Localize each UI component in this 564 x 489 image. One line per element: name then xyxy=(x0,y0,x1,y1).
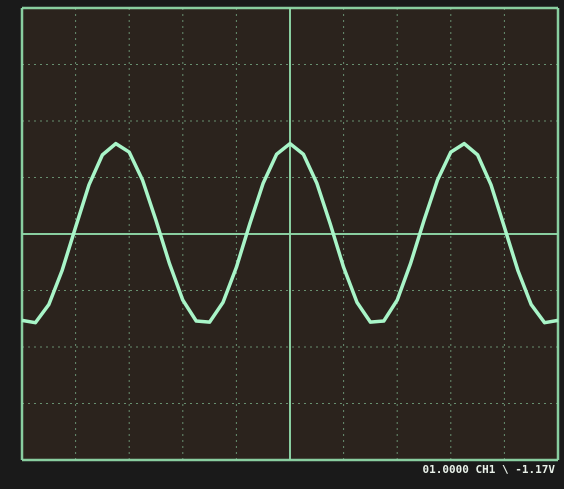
readout: 01.0000 CH1 \ -1.17V xyxy=(423,463,556,476)
page: 01.0000 CH1 \ -1.17V (() => { const data… xyxy=(0,0,564,489)
oscilloscope: 01.0000 CH1 \ -1.17V xyxy=(0,0,564,489)
